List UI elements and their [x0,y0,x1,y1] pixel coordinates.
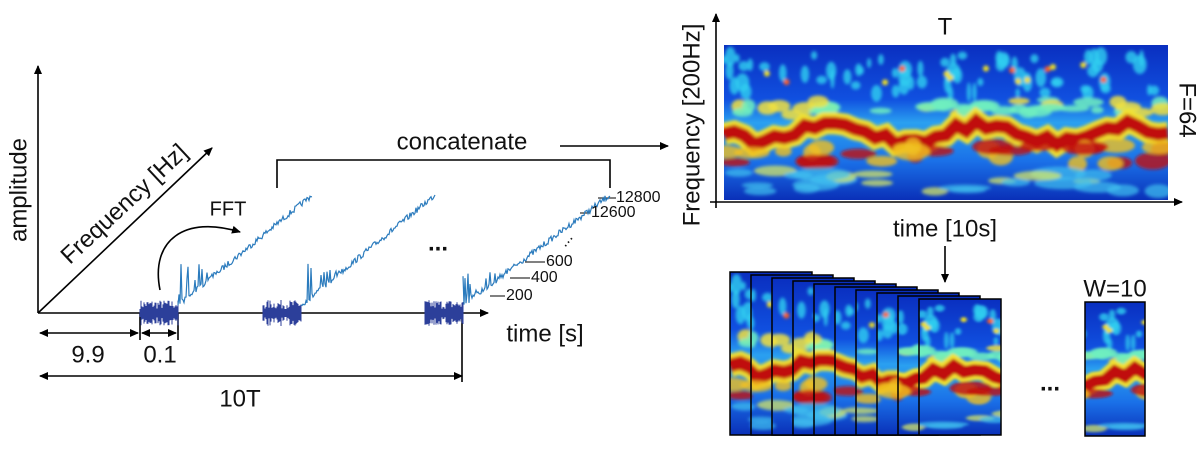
windows [729,271,1002,436]
side-label: F=64 [1174,82,1200,137]
interval-label: 9.9 [71,341,104,368]
window-label: W=10 [1083,275,1146,302]
freq-label: 12800 [616,189,661,206]
y-axis-label: amplitude [5,138,32,242]
freq-label: 400 [531,269,558,286]
spectrum [300,194,436,307]
ellipsis: ... [1040,369,1060,396]
window-frame [918,298,1002,436]
x-axis-label: time [s] [506,320,583,347]
window-frame [1084,301,1146,437]
spectrogram [706,45,1180,200]
spectrum [462,195,611,305]
signals [139,194,611,326]
freq-label: 12600 [591,204,636,221]
signal-burst [262,300,302,326]
concatenate-label: concatenate [397,128,528,155]
frequency-axis [37,147,213,314]
period-label: 10T [219,385,261,412]
freq-label: 600 [546,253,573,270]
spec-y-label: Frequency [200Hz] [678,24,705,227]
signal-burst [139,300,179,326]
fft-label: FFT [210,198,247,220]
interval-label: 0.1 [143,341,176,368]
diagonal-axis-label: Frequency [Hz] [55,139,192,270]
ellipsis: ... [428,229,448,256]
fft-arrow [157,225,241,291]
top-label: T [938,13,953,40]
spec-x-label: time [10s] [893,215,997,242]
freq-label: 200 [506,287,533,304]
spectrum [177,195,313,306]
concatenate-bracket [276,159,611,188]
signal-burst [424,300,464,326]
